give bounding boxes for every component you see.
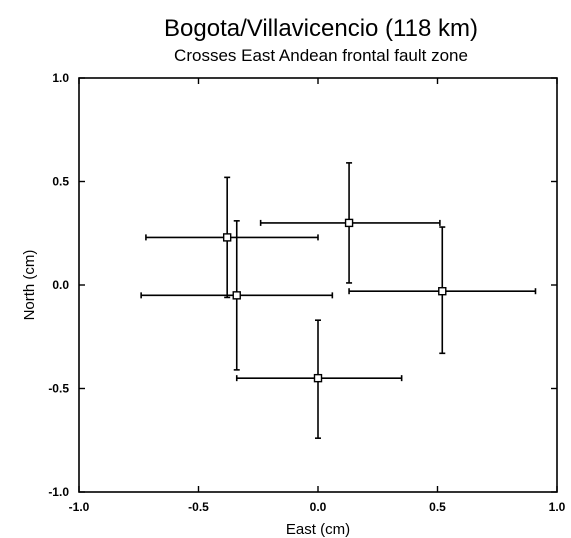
- y-tick-label: -1.0: [48, 485, 69, 499]
- y-tick-label: 0.0: [52, 278, 69, 292]
- y-axis-label: North (cm): [21, 250, 38, 321]
- data-points: [140, 162, 537, 439]
- y-tick-label: -0.5: [48, 382, 69, 396]
- data-point-marker: [232, 291, 241, 300]
- data-point-marker: [222, 233, 232, 242]
- x-tick-label: 0.5: [429, 500, 446, 514]
- x-tick-label: -0.5: [188, 500, 209, 514]
- x-tick-label: 1.0: [549, 500, 566, 514]
- y-tick-labels: -1.0 -0.5 0.0 0.5 1.0: [48, 71, 69, 499]
- x-tick-labels: -1.0 -0.5 0.0 0.5 1.0: [69, 500, 566, 514]
- x-tick-label: -1.0: [69, 500, 90, 514]
- data-point-marker: [313, 373, 323, 383]
- data-point-marker: [344, 218, 354, 228]
- y-tick-label: 1.0: [52, 71, 69, 85]
- x-axis-label: East (cm): [286, 521, 350, 538]
- axis-ticks: [78, 77, 558, 493]
- chart-subtitle: Crosses East Andean frontal fault zone: [174, 46, 468, 65]
- chart-title: Bogota/Villavicencio (118 km): [164, 15, 478, 42]
- x-tick-label: 0.0: [310, 500, 327, 514]
- y-tick-label: 0.5: [52, 175, 69, 189]
- data-point-marker: [438, 287, 447, 296]
